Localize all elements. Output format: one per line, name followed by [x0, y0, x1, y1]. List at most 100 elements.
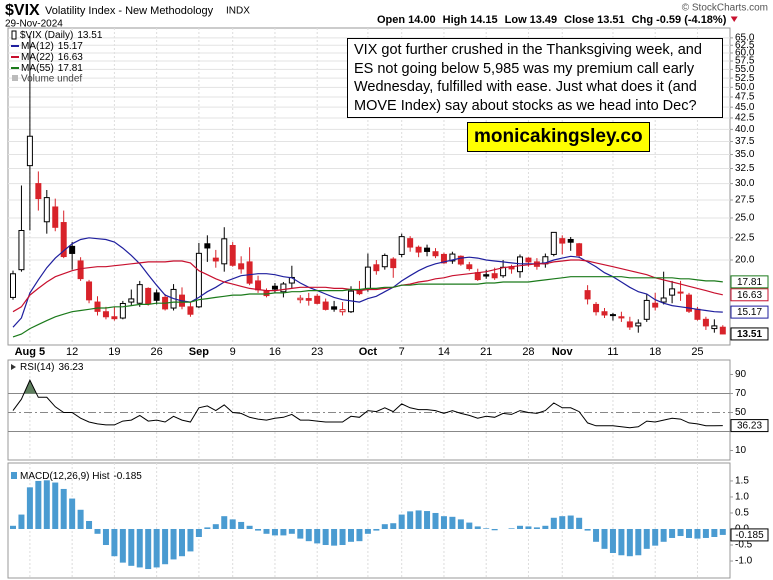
legend-label: MA(55) [21, 63, 54, 74]
candle-body [145, 287, 152, 305]
y-tick-label: 1.5 [735, 476, 749, 487]
candle-body [652, 302, 659, 308]
candle-body [432, 251, 439, 257]
last-close-box [730, 327, 769, 341]
histogram-bar [702, 528, 709, 538]
y-tick-label: 27.5 [735, 195, 755, 206]
candle-body [601, 311, 608, 316]
last-value-box [730, 288, 769, 302]
candle-body [457, 255, 464, 265]
histogram-bar [331, 528, 338, 546]
y-tick-label: 42.5 [735, 113, 755, 124]
y-tick-label: 45.0 [735, 102, 755, 113]
y-tick-label: 35.0 [735, 149, 755, 160]
candle-body [297, 297, 304, 301]
x-tick-label: 28 [522, 346, 534, 358]
histogram-bar [187, 528, 194, 552]
histogram-bar [635, 528, 642, 556]
histogram-bar [280, 528, 287, 536]
histogram-bar [119, 528, 126, 563]
last-value: -0.185 [735, 530, 764, 541]
histogram-bar [609, 528, 616, 554]
histogram-bar [86, 520, 93, 529]
x-tick-label: Oct [359, 346, 378, 358]
histogram-bar [677, 528, 684, 537]
candle-body [390, 258, 397, 269]
histogram-bar [449, 516, 456, 529]
candle-body [449, 253, 456, 262]
candle-body [271, 285, 278, 290]
histogram-bar [390, 523, 397, 529]
candle-body [86, 281, 93, 301]
histogram-bar [584, 528, 591, 531]
y-tick-label: 22.5 [735, 232, 755, 243]
legend-volume: Volume undef [21, 74, 82, 85]
candle-body [364, 266, 371, 289]
legend-icon [11, 30, 17, 40]
y-tick-label: 20.0 [735, 255, 755, 266]
histogram-bar [660, 528, 667, 542]
candle-body [229, 245, 236, 266]
histogram-bar [35, 480, 42, 529]
quote-label: Chg [632, 14, 653, 26]
histogram-bar [10, 525, 16, 529]
y-tick-label: 52.5 [735, 73, 755, 84]
candle-body [35, 183, 42, 200]
histogram-bar [263, 528, 270, 534]
quote-label: Close [564, 14, 594, 26]
candle-body [102, 311, 109, 318]
legend-value: 15.17 [58, 41, 83, 52]
y-tick-label: 62.5 [735, 40, 755, 51]
y-tick-label: 10 [735, 445, 747, 456]
legend-price: $VIX (Daily) 13.51 [20, 30, 103, 41]
histogram-bar [204, 527, 211, 529]
histogram-bar [136, 528, 143, 568]
histogram-bar [576, 517, 583, 529]
histogram-bar [305, 528, 312, 542]
histogram-bar [424, 511, 431, 529]
histogram-bar [238, 521, 245, 529]
quote-value: 14.00 [408, 14, 436, 26]
histogram-bar [711, 528, 718, 537]
candle-body [280, 283, 287, 293]
legend-value: 16.63 [58, 52, 83, 63]
legend-value: 13.51 [77, 30, 102, 41]
histogram-bar [43, 480, 50, 529]
rsi-line [12, 379, 723, 429]
panel-value: -0.185 [113, 471, 142, 482]
histogram-bar [195, 528, 202, 537]
y-tick-label: 37.5 [735, 136, 755, 147]
candle-body [694, 308, 701, 320]
panel-value: 36.23 [58, 362, 83, 373]
x-tick-label: 7 [399, 346, 405, 358]
candle-body [111, 316, 118, 320]
histogram-bar [18, 514, 25, 529]
histogram-bar [221, 516, 228, 529]
histogram-bar [255, 528, 262, 531]
histogram-bar [415, 510, 422, 529]
y-tick-label: 50.0 [735, 82, 755, 93]
candle-body [77, 260, 84, 280]
histogram-bar [288, 528, 295, 534]
candle-body [584, 290, 591, 300]
histogram-bar [52, 482, 59, 529]
histogram-bar [373, 528, 380, 531]
histogram-bar [686, 528, 692, 538]
candle-body [52, 206, 59, 228]
candle-body [415, 246, 422, 253]
candle-body [491, 273, 498, 279]
candle-body [18, 230, 25, 271]
histogram-bar [297, 528, 304, 539]
histogram-bar [466, 522, 473, 529]
x-tick-label: Sep [189, 346, 209, 358]
last-value-box [730, 419, 769, 433]
histogram-bar [60, 488, 67, 529]
candle-body [398, 236, 405, 255]
last-close: 13.51 [737, 329, 762, 340]
candle-body [94, 301, 101, 312]
y-tick-label: -1.0 [735, 556, 753, 567]
y-tick-label: 65.0 [735, 33, 755, 44]
candle-body [677, 291, 684, 294]
x-tick-label: 26 [151, 346, 163, 358]
legend-value: 17.81 [58, 63, 83, 74]
